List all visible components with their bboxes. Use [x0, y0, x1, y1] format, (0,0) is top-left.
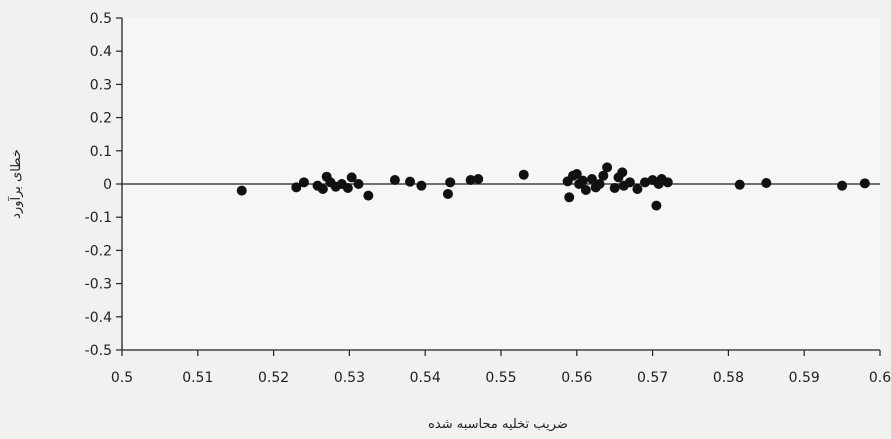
data-point	[761, 178, 772, 189]
data-point	[617, 167, 628, 178]
data-point	[651, 200, 662, 211]
data-point	[594, 179, 605, 189]
data-point	[662, 177, 673, 188]
data-point	[465, 175, 476, 186]
x-tick-label: 0.56	[561, 370, 592, 386]
data-point	[342, 182, 353, 193]
x-tick-label: 0.5	[111, 370, 133, 386]
y-tick-label: 0.5	[90, 11, 112, 27]
y-tick-label: 0.3	[90, 77, 112, 93]
data-point	[859, 178, 870, 189]
y-tick-label: 0.4	[90, 44, 112, 60]
y-tick-label: -0.3	[85, 277, 112, 293]
data-point	[598, 170, 609, 181]
y-tick-label: 0.1	[90, 144, 112, 160]
x-tick-label: 0.55	[485, 370, 516, 386]
data-point	[389, 175, 400, 186]
x-axis: 0.5 0.51 0.52 0.53 0.54 0.55 0.56 0.57 0.58 0.59 0…	[111, 349, 891, 386]
data-point	[837, 180, 848, 191]
y-axis: 0.5 0.4 0.3 0.2 0.1 0 -0.1 -0.2 -0.3 -0.4 -0.5	[85, 11, 123, 359]
y-axis-title: خطای برآورد	[7, 149, 24, 219]
x-tick-label: 0.57	[637, 370, 668, 386]
data-point	[734, 179, 745, 190]
data-point	[416, 180, 427, 191]
data-point	[632, 183, 643, 194]
x-tick-label: 0.54	[410, 370, 441, 386]
data-point	[473, 174, 484, 185]
data-point	[571, 169, 582, 180]
data-point	[298, 177, 309, 188]
x-axis-title: ضریب تخلیه محاسبه شده	[428, 417, 568, 432]
x-tick-label: 0.52	[258, 370, 289, 386]
data-point	[602, 162, 613, 173]
data-point	[442, 188, 453, 199]
y-tick-label: 0.2	[90, 111, 112, 127]
data-point	[445, 177, 456, 188]
data-point	[353, 179, 364, 189]
x-tick-label: 0.53	[334, 370, 365, 386]
data-point	[609, 182, 620, 193]
data-point	[346, 172, 357, 183]
y-tick-label: -0.1	[85, 210, 112, 226]
x-tick-label: 0.58	[713, 370, 744, 386]
data-point	[624, 177, 635, 188]
data-point	[363, 190, 374, 201]
data-point	[577, 175, 588, 186]
x-tick-label: 0.6	[869, 370, 891, 386]
x-tick-label: 0.59	[789, 370, 820, 386]
y-tick-label: -0.5	[85, 343, 112, 359]
y-tick-label: 0	[103, 177, 112, 193]
data-point	[236, 185, 247, 196]
y-tick-label: -0.4	[85, 310, 112, 326]
data-point	[291, 182, 302, 193]
data-point	[640, 177, 651, 188]
data-point	[580, 184, 591, 195]
data-point	[405, 176, 416, 187]
data-point	[586, 174, 597, 185]
data-points	[236, 162, 870, 211]
data-point	[564, 192, 575, 203]
data-point	[518, 169, 529, 180]
y-tick-label: -0.2	[85, 243, 112, 259]
x-tick-label: 0.51	[182, 370, 213, 386]
data-point	[317, 183, 328, 194]
